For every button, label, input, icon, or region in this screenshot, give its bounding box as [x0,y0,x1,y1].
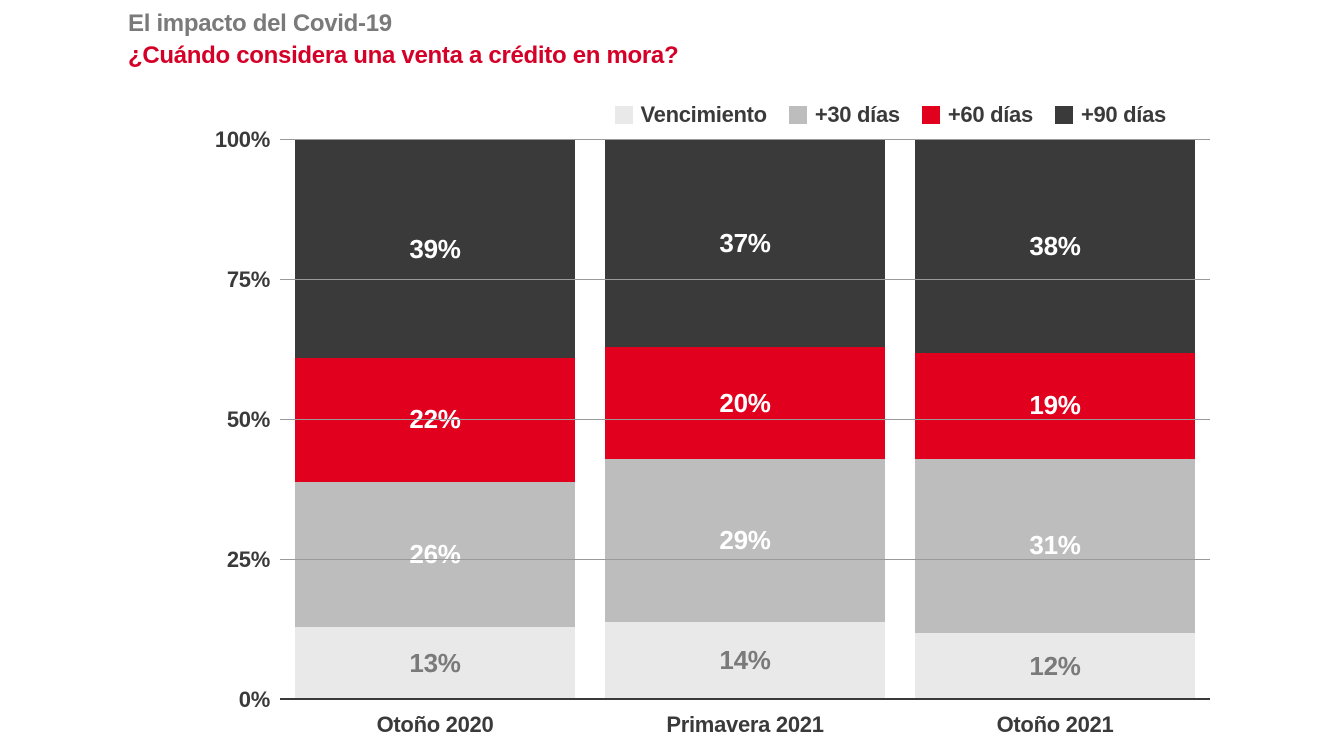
x-tick-label: Otoño 2021 [997,700,1114,738]
bar-segment: 13% [295,627,575,700]
chart-wrapper: El impacto del Covid-19 ¿Cuándo consider… [0,0,1331,756]
gridline [280,419,1210,420]
gridline [280,279,1210,280]
x-tick-label: Otoño 2020 [377,700,494,738]
bar-segment: 39% [295,140,575,358]
y-tick-label: 0% [239,687,280,713]
bar-segment-value: 19% [1029,390,1080,421]
y-tick-label: 50% [227,407,280,433]
bar-segment-value: 38% [1029,231,1080,262]
bar-segment: 31% [915,459,1195,633]
bar-segment-value: 37% [719,228,770,259]
bar: 38%19%31%12%Otoño 2021 [915,140,1195,700]
legend-swatch [789,106,807,124]
bar: 37%20%29%14%Primavera 2021 [605,140,885,700]
bar-segment: 20% [605,347,885,459]
bar-segment-value: 14% [719,645,770,676]
legend-swatch [922,106,940,124]
gridline [280,559,1210,560]
bar: 39%22%26%13%Otoño 2020 [295,140,575,700]
bar-segment-value: 26% [409,539,460,570]
bar-segment: 26% [295,482,575,628]
bar-segment: 38% [915,140,1195,353]
bar-segment: 37% [605,140,885,347]
legend-item: +30 días [789,102,900,128]
gridline [280,139,1210,140]
bars-container: 39%22%26%13%Otoño 202037%20%29%14%Primav… [280,140,1210,700]
x-tick-label: Primavera 2021 [666,700,823,738]
legend-label: +90 días [1081,102,1166,128]
bar-segment: 14% [605,622,885,700]
legend-swatch [1055,106,1073,124]
legend-item: +90 días [1055,102,1166,128]
bar-segment: 29% [605,459,885,621]
x-axis-baseline [280,698,1210,700]
bar-segment: 19% [915,353,1195,459]
titles: El impacto del Covid-19 ¿Cuándo consider… [128,10,1311,70]
legend-label: +60 días [948,102,1033,128]
legend-label: Vencimiento [641,102,767,128]
legend-label: +30 días [815,102,900,128]
bar-segment: 12% [915,633,1195,700]
y-tick-label: 100% [215,127,280,153]
y-tick-label: 25% [227,547,280,573]
chart-supertitle: El impacto del Covid-19 [128,10,1311,38]
bar-segment-value: 39% [409,234,460,265]
y-tick-label: 75% [227,267,280,293]
bar-segment-value: 31% [1029,530,1080,561]
bar-segment-value: 29% [719,525,770,556]
legend: Vencimiento +30 días +60 días +90 días [615,102,1166,128]
legend-item: Vencimiento [615,102,767,128]
plot-area: 39%22%26%13%Otoño 202037%20%29%14%Primav… [280,140,1210,700]
legend-swatch [615,106,633,124]
chart-title: ¿Cuándo considera una venta a crédito en… [128,42,1311,70]
bar-segment-value: 12% [1029,651,1080,682]
legend-item: +60 días [922,102,1033,128]
bar-segment-value: 13% [409,648,460,679]
bar-segment-value: 20% [719,388,770,419]
